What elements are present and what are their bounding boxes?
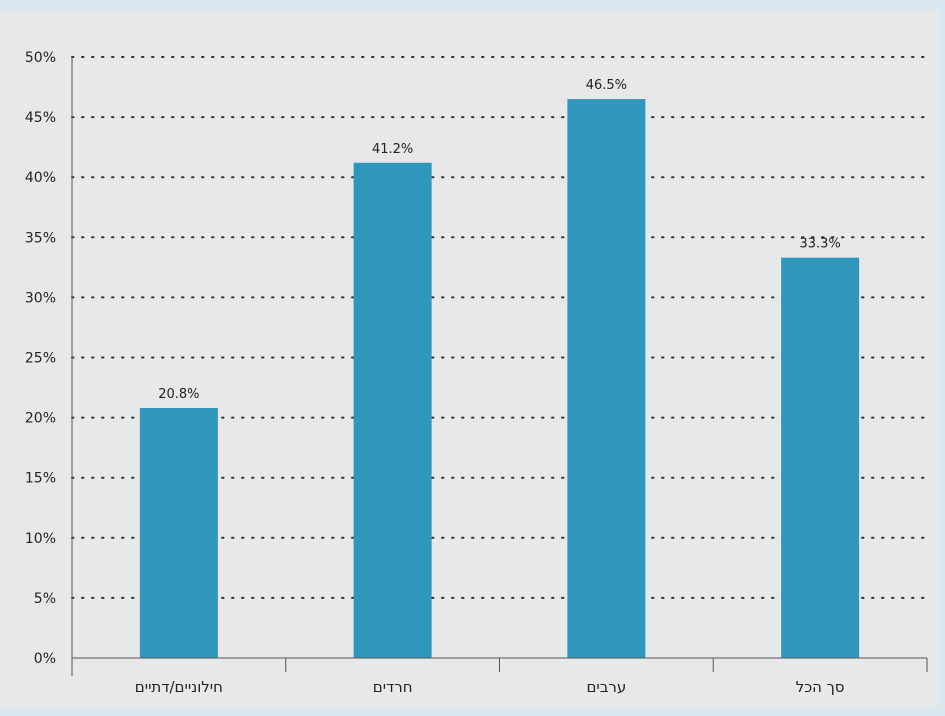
bar	[353, 162, 432, 658]
y-tick-label: 45%	[25, 110, 56, 126]
y-tick-label: 20%	[25, 411, 56, 427]
bars	[139, 99, 860, 658]
bar	[567, 99, 646, 658]
bar-value-label: 33.3%	[799, 237, 840, 252]
bar-value-label: 20.8%	[158, 387, 199, 402]
labels: 0% 5% 10% 15% 20% 25% 30% 35% 40% 45% 50% 20.8% חילו…	[25, 50, 845, 696]
chart-panel: 0% 5% 10% 15% 20% 25% 30% 35% 40% 45% 50% 20.8% חילו…	[0, 10, 940, 706]
bar	[781, 257, 860, 658]
y-tick-label: 10%	[25, 531, 56, 547]
x-category-label: סך הכל	[796, 678, 845, 696]
bar	[139, 407, 218, 658]
y-tick-label: 40%	[25, 170, 56, 186]
x-category-label: ערבים	[586, 678, 626, 696]
bar-value-label: 46.5%	[586, 78, 627, 93]
y-tick-label: 5%	[34, 591, 56, 607]
y-tick-label: 50%	[25, 50, 56, 66]
y-tick-label: 0%	[34, 651, 56, 667]
x-category-label: חילוניים/דתיים	[135, 678, 223, 696]
y-tick-label: 15%	[25, 471, 56, 487]
y-tick-label: 25%	[25, 351, 56, 367]
axes	[71, 57, 928, 676]
y-tick-label: 30%	[25, 290, 56, 306]
bar-chart: 0% 5% 10% 15% 20% 25% 30% 35% 40% 45% 50% 20.8% חילו…	[25, 50, 928, 696]
bar-value-label: 41.2%	[372, 142, 413, 157]
x-category-label: חרדים	[373, 678, 413, 696]
y-tick-label: 35%	[25, 230, 56, 246]
